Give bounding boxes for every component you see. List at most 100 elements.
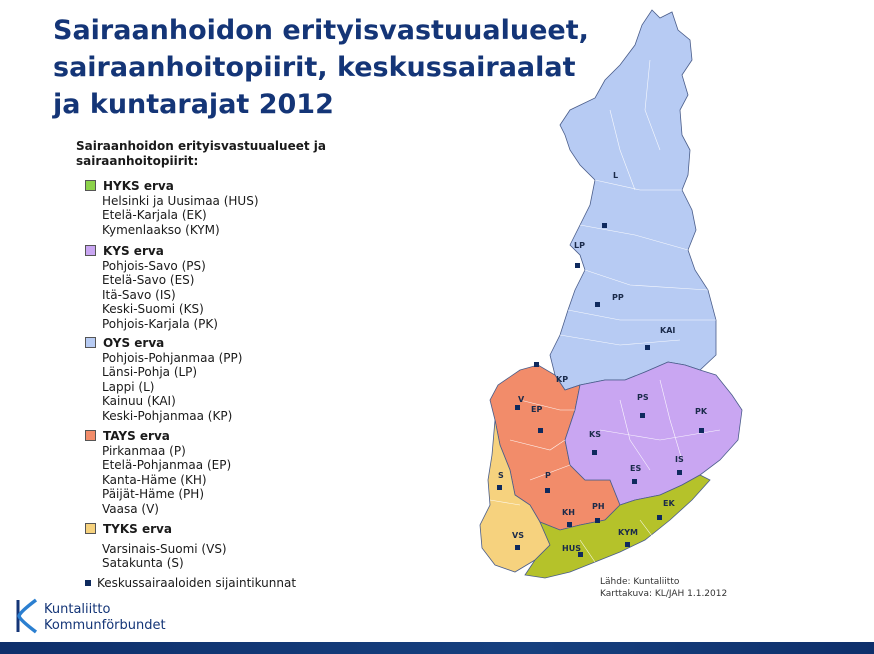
legend-item: Etelä-Pohjanmaa (EP) bbox=[102, 458, 232, 473]
hospital-marker bbox=[592, 450, 597, 455]
legend-item: Vaasa (V) bbox=[102, 501, 159, 516]
finland-map: L LP PP KAI KP EP PS PK KS ES IS S V P P… bbox=[479, 9, 743, 579]
region-kys bbox=[564, 361, 743, 506]
hospital-marker bbox=[602, 223, 607, 228]
region-label: IS bbox=[675, 455, 684, 464]
region-oys bbox=[549, 9, 717, 391]
legend-group-label: KYS erva bbox=[103, 243, 164, 258]
kuntaliitto-logo-icon bbox=[16, 598, 38, 634]
tays-swatch bbox=[85, 430, 96, 441]
legend-item: Helsinki ja Uusimaa (HUS) bbox=[102, 194, 259, 208]
region-label: KS bbox=[589, 430, 601, 439]
legend-heading: Sairaanhoidon erityisvastuualueet ja sai… bbox=[76, 139, 376, 169]
region-label: EK bbox=[663, 499, 675, 508]
source-line-2: Karttakuva: KL/JAH 1.1.2012 bbox=[600, 589, 728, 599]
title-line-3: ja kuntarajat 2012 bbox=[53, 89, 334, 120]
kys-swatch bbox=[85, 245, 96, 256]
region-label: PS bbox=[637, 393, 649, 402]
region-label: KYM bbox=[618, 528, 638, 537]
hospital-marker bbox=[699, 428, 704, 433]
tyks-swatch bbox=[85, 523, 96, 534]
legend-group-label: OYS erva bbox=[103, 335, 165, 350]
legend-item: Kainuu (KAI) bbox=[102, 394, 176, 409]
legend-group-label: HYKS erva bbox=[103, 178, 174, 193]
region-label: HUS bbox=[562, 544, 581, 553]
hospital-marker bbox=[595, 302, 600, 307]
legend-item: Itä-Savo (IS) bbox=[102, 287, 176, 302]
footer-bar bbox=[0, 642, 874, 654]
legend-item: Pirkanmaa (P) bbox=[102, 444, 186, 458]
region-tyks bbox=[479, 419, 551, 573]
hyks-swatch bbox=[85, 180, 96, 191]
region-label: PH bbox=[592, 502, 605, 511]
legend-group-label: TYKS erva bbox=[103, 521, 172, 536]
legend-group-oys: OYS erva Pohjois-Pohjanmaa (PP) Länsi-Po… bbox=[85, 334, 242, 423]
hospital-marker bbox=[645, 345, 650, 350]
hospital-marker bbox=[567, 522, 572, 527]
hospital-marker bbox=[625, 542, 630, 547]
legend-item: Kymenlaakso (KYM) bbox=[102, 222, 220, 237]
hospital-marker bbox=[534, 362, 539, 367]
central-hospital-legend: Keskussairaaloiden sijaintikunnat bbox=[85, 576, 296, 590]
legend-item: Keski-Suomi (KS) bbox=[102, 302, 204, 317]
region-label: ES bbox=[630, 464, 641, 473]
hospital-marker bbox=[575, 263, 580, 268]
legend-group-kys: KYS erva Pohjois-Savo (PS) Etelä-Savo (E… bbox=[85, 242, 218, 331]
hospital-marker bbox=[657, 515, 662, 520]
hospital-marker bbox=[545, 488, 550, 493]
legend-item: Pohjois-Karjala (PK) bbox=[102, 316, 218, 331]
hospital-marker bbox=[515, 545, 520, 550]
legend-item: Lappi (L) bbox=[102, 379, 155, 394]
hospital-marker bbox=[515, 405, 520, 410]
logo-line-2: Kommunförbundet bbox=[44, 618, 166, 633]
legend-group-tyks: TYKS erva Varsinais-Suomi (VS) Satakunta… bbox=[85, 520, 227, 571]
title-line-1: Sairaanhoidon erityisvastuualueet, bbox=[53, 15, 589, 46]
legend-group-hyks: HYKS erva Helsinki ja Uusimaa (HUS) Etel… bbox=[85, 177, 259, 237]
map-legend: Sairaanhoidon erityisvastuualueet ja sai… bbox=[76, 139, 376, 590]
legend-heading-line-2: sairaanhoitopiirit: bbox=[76, 154, 199, 168]
region-label: S bbox=[498, 471, 504, 480]
region-label: V bbox=[518, 395, 525, 404]
oys-swatch bbox=[85, 337, 96, 348]
legend-heading-line-1: Sairaanhoidon erityisvastuualueet ja bbox=[76, 139, 326, 153]
legend-group-tays: TAYS erva Pirkanmaa (P) Etelä-Pohjanmaa … bbox=[85, 427, 231, 516]
legend-item: Länsi-Pohja (LP) bbox=[102, 365, 198, 380]
region-label: KH bbox=[562, 508, 575, 517]
hospital-marker bbox=[632, 479, 637, 484]
hospital-marker bbox=[538, 428, 543, 433]
region-label: KAI bbox=[660, 326, 675, 335]
map-source: Lähde: Kuntaliitto Karttakuva: KL/JAH 1.… bbox=[600, 576, 727, 600]
region-label: LP bbox=[574, 241, 585, 250]
municipal-borders bbox=[489, 59, 721, 563]
region-label: VS bbox=[512, 531, 524, 540]
legend-item: Päijät-Häme (PH) bbox=[102, 487, 204, 502]
region-label: PK bbox=[695, 407, 708, 416]
title-line-2: sairaanhoitopiirit, keskussairaalat bbox=[53, 52, 576, 83]
hospital-marker bbox=[497, 485, 502, 490]
legend-item: Kanta-Häme (KH) bbox=[102, 472, 207, 487]
hospital-marker bbox=[578, 552, 583, 557]
central-hospital-markers bbox=[497, 223, 704, 557]
region-label: L bbox=[613, 171, 618, 180]
legend-item: Pohjois-Savo (PS) bbox=[102, 259, 206, 273]
hospital-marker bbox=[595, 518, 600, 523]
legend-item: Etelä-Karjala (EK) bbox=[102, 208, 207, 223]
region-label: PP bbox=[612, 293, 624, 302]
region-hyks bbox=[524, 474, 711, 579]
source-line-1: Lähde: Kuntaliitto bbox=[600, 577, 680, 587]
legend-item: Etelä-Savo (ES) bbox=[102, 273, 195, 288]
legend-item: Pohjois-Pohjanmaa (PP) bbox=[102, 351, 243, 365]
central-hospital-marker-icon bbox=[85, 580, 91, 586]
region-label: EP bbox=[531, 405, 542, 414]
region-labels: L LP PP KAI KP EP PS PK KS ES IS S V P P… bbox=[498, 171, 708, 553]
page-title: Sairaanhoidon erityisvastuualueet, saira… bbox=[53, 12, 633, 123]
legend-group-label: TAYS erva bbox=[103, 428, 170, 443]
region-label: P bbox=[545, 471, 551, 480]
kuntaliitto-logo: Kuntaliitto Kommunförbundet bbox=[14, 598, 184, 638]
logo-line-1: Kuntaliitto bbox=[44, 602, 111, 617]
legend-item: Varsinais-Suomi (VS) bbox=[102, 542, 227, 556]
legend-item: Satakunta (S) bbox=[102, 556, 184, 571]
central-hospital-label: Keskussairaaloiden sijaintikunnat bbox=[97, 576, 297, 590]
hospital-marker bbox=[640, 413, 645, 418]
hospital-marker bbox=[677, 470, 682, 475]
